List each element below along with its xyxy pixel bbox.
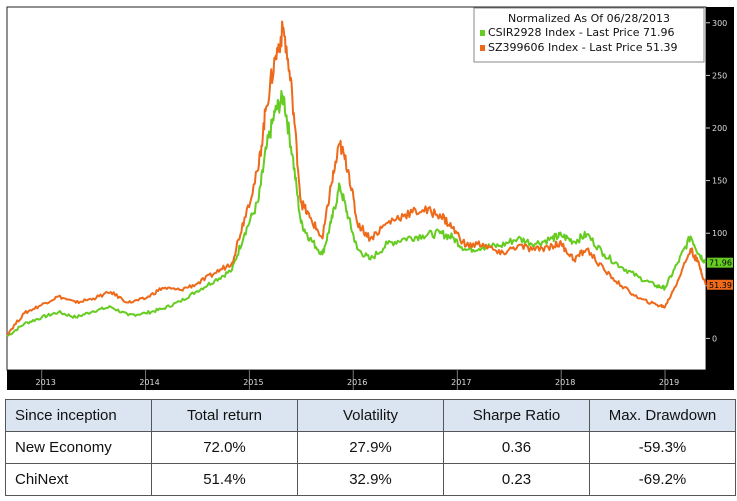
table-cell: -69.2%: [589, 463, 736, 496]
last-price-tag: [707, 279, 733, 290]
last-price-tag: [707, 257, 733, 268]
stats-table: Since inception Total return Volatility …: [5, 399, 736, 496]
y-axis-band: [706, 7, 734, 390]
chart-svg: 0501001502002503002013201420152016201720…: [6, 6, 734, 390]
legend-entry: CSIR2928 Index - Last Price 71.96: [488, 26, 675, 39]
x-tick-label: 2014: [139, 378, 159, 387]
table-cell: -59.3%: [589, 431, 736, 464]
x-tick-label: 2017: [451, 378, 471, 387]
legend-entry: SZ399606 Index - Last Price 51.39: [488, 41, 677, 54]
y-tick-label: 0: [712, 334, 717, 343]
table-row: New Economy 72.0% 27.9% 0.36 -59.3%: [5, 431, 736, 464]
x-tick-label: 2019: [659, 378, 679, 387]
x-tick-label: 2018: [555, 378, 575, 387]
y-tick-label: 250: [712, 71, 727, 80]
table-cell: 0.23: [443, 463, 590, 496]
price-chart: 0501001502002503002013201420152016201720…: [6, 6, 734, 390]
series-line-csir2928: [6, 90, 707, 338]
x-tick-label: 2016: [347, 378, 367, 387]
x-axis-band: [7, 370, 706, 390]
col-header-since-inception: Since inception: [5, 399, 152, 432]
plot-area: [6, 6, 707, 371]
col-header-max-drawdown: Max. Drawdown: [589, 399, 736, 432]
col-header-total-return: Total return: [151, 399, 298, 432]
stats-table-wrapper: Since inception Total return Volatility …: [5, 399, 736, 496]
series-line-sz399606: [6, 20, 707, 336]
table-cell: 0.36: [443, 431, 590, 464]
table-cell: 27.9%: [297, 431, 444, 464]
table-cell: 32.9%: [297, 463, 444, 496]
last-price-label: 71.96: [709, 259, 732, 268]
x-tick-label: 2015: [243, 378, 263, 387]
x-tick-label: 2013: [36, 378, 56, 387]
row-label: ChiNext: [5, 463, 152, 496]
y-tick-label: 200: [712, 124, 727, 133]
y-tick-label: 300: [712, 19, 727, 28]
legend-box: [473, 7, 705, 63]
table-cell: 72.0%: [151, 431, 298, 464]
table-row: ChiNext 51.4% 32.9% 0.23 -69.2%: [5, 463, 736, 496]
col-header-volatility: Volatility: [297, 399, 444, 432]
legend-swatch: [480, 45, 485, 51]
y-tick-label: 100: [712, 229, 727, 238]
legend-swatch: [480, 30, 485, 36]
y-tick-label: 150: [712, 177, 727, 186]
row-label: New Economy: [5, 431, 152, 464]
last-price-label: 51.39: [709, 281, 732, 290]
col-header-sharpe-ratio: Sharpe Ratio: [443, 399, 590, 432]
table-cell: 51.4%: [151, 463, 298, 496]
table-header-row: Since inception Total return Volatility …: [5, 399, 736, 432]
legend-title: Normalized As Of 06/28/2013: [508, 12, 670, 25]
